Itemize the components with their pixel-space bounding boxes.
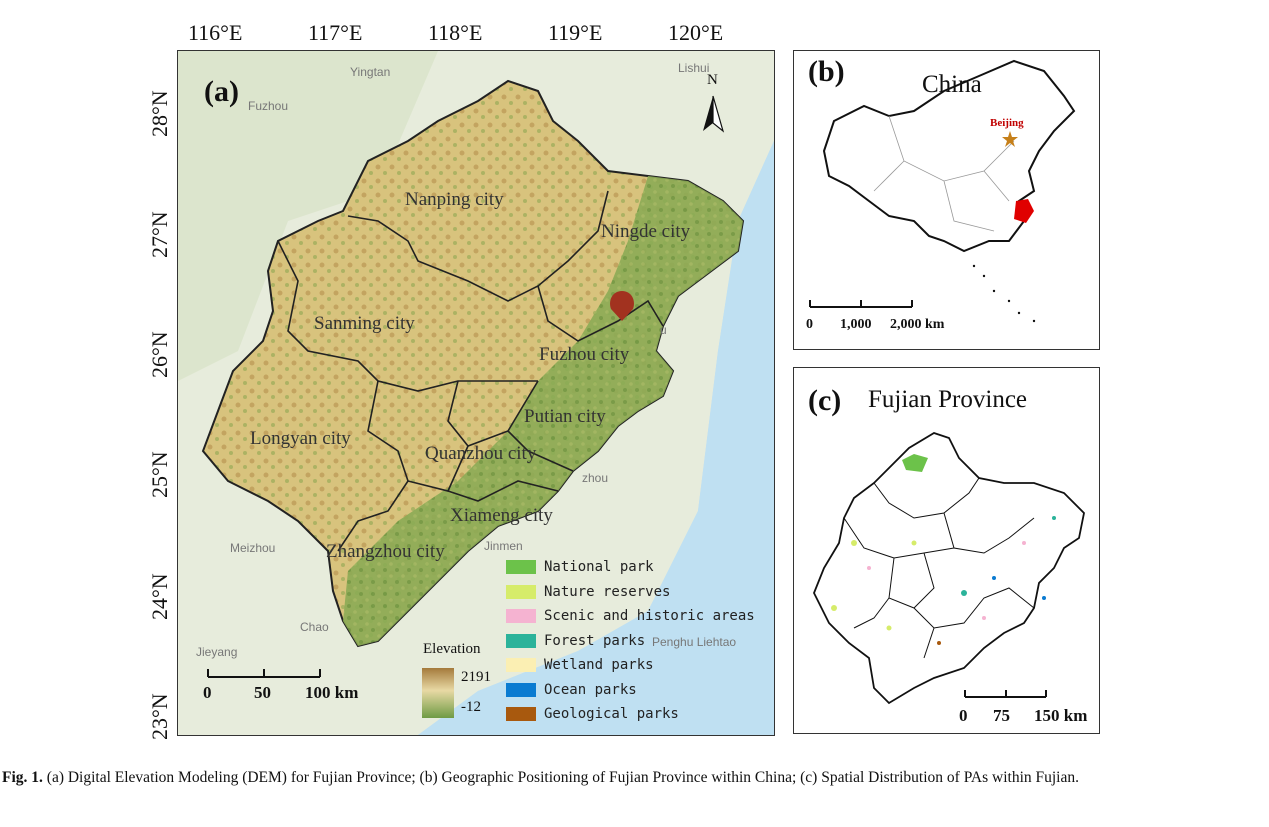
scale-c-150: 150 km	[1034, 706, 1088, 725]
city-label-xiameng: Xiameng city	[450, 505, 553, 526]
city-label-longyan: Longyan city	[250, 428, 351, 449]
scale-a-100: 100 km	[305, 683, 359, 702]
legend-label: National park	[544, 559, 654, 575]
lat-tick-27: 27°N	[147, 211, 172, 258]
legend-item: Wetland parks	[506, 654, 654, 676]
scale-b-1000: 1,000	[840, 317, 872, 332]
city-label-zhangzhou: Zhangzhou city	[326, 541, 445, 562]
place-chao: Chao	[300, 620, 329, 634]
city-label-quanzhou: Quanzhou city	[425, 443, 537, 464]
china-outline	[822, 59, 1076, 253]
panel-a-label: (a)	[204, 75, 239, 108]
legend-label: Forest parks	[544, 632, 646, 649]
city-label-sanming: Sanming city	[314, 313, 415, 334]
fujian-title: Fujian Province	[868, 386, 1028, 413]
legend-label: Wetland parks	[544, 657, 654, 673]
panel-b-label: (b)	[808, 55, 845, 88]
scale-bar-a	[207, 669, 321, 678]
lat-tick-28: 28°N	[147, 90, 172, 137]
legend-swatch	[506, 707, 536, 721]
lat-tick-23: 23°N	[147, 693, 172, 740]
legend-label: Nature reserves	[544, 583, 671, 600]
elevation-min: -12	[461, 699, 481, 715]
legend-swatch	[506, 682, 536, 697]
north-label: N	[707, 72, 718, 88]
place-jinmen: Jinmen	[484, 539, 523, 553]
legend-item: Nature reserves	[506, 581, 670, 603]
scale-b-0: 0	[806, 317, 813, 332]
dem-map	[178, 51, 774, 735]
legend-swatch	[506, 584, 536, 599]
place-fuzhou-tail: u	[660, 323, 667, 337]
legend-item: National park	[506, 556, 654, 578]
scale-bar-c	[964, 690, 1047, 698]
fujian-pa-outline	[813, 432, 1085, 705]
legend-item: Forest parks	[506, 630, 645, 652]
north-arrow-icon	[703, 95, 725, 133]
place-yingtan: Yingtan	[350, 65, 391, 79]
lat-tick-26: 26°N	[147, 331, 172, 378]
city-label-nanping: Nanping city	[405, 189, 504, 210]
legend-item: Geological parks	[506, 703, 679, 725]
fujian-pa-panel: (c) Fujian Province 0 75 150 km	[793, 367, 1100, 734]
caption-text: (a) Digital Elevation Modeling (DEM) for…	[46, 769, 1079, 786]
lon-tick-119: 119°E	[548, 20, 603, 45]
legend-item: Scenic and historic areas	[506, 605, 755, 627]
panel-c-label: (c)	[808, 384, 842, 417]
beijing-label: Beijing	[990, 117, 1024, 129]
place-meizhou: Meizhou	[230, 541, 276, 555]
legend-label: Scenic and historic areas	[544, 608, 755, 624]
china-title: China	[922, 71, 982, 98]
scale-c-75: 75	[993, 706, 1010, 725]
lon-tick-116: 116°E	[188, 20, 243, 45]
lat-tick-24: 24°N	[147, 573, 172, 620]
legend-swatch	[506, 609, 536, 623]
city-label-putian: Putian city	[524, 406, 606, 427]
location-pin-icon	[610, 291, 634, 321]
china-map	[809, 59, 1076, 323]
place-jieyang: Jieyang	[196, 645, 238, 659]
lat-tick-25: 25°N	[147, 451, 172, 498]
scale-bar-b	[809, 300, 913, 308]
legend-swatch	[506, 633, 536, 648]
elevation-colorbar	[422, 668, 454, 718]
legend-label: Ocean parks	[544, 681, 637, 698]
lon-tick-120: 120°E	[668, 20, 724, 45]
national-park-patch	[902, 454, 928, 472]
elevation-max: 2191	[461, 669, 491, 685]
fujian-pa-map	[813, 432, 1085, 705]
beijing-star-icon	[1002, 131, 1018, 147]
legend-swatch	[506, 560, 536, 574]
scale-a-0: 0	[203, 683, 212, 702]
city-label-ningde: Ningde city	[601, 221, 691, 242]
caption-label: Fig. 1.	[2, 769, 43, 786]
place-penghu: Penghu Liehtao	[652, 635, 737, 649]
figure-caption: Fig. 1. (a) Digital Elevation Modeling (…	[2, 767, 1264, 788]
china-panel: (b) China Beijing 0 1,000 2,000 km	[793, 50, 1100, 350]
place-quanzhou-tail: zhou	[582, 471, 609, 485]
lon-tick-118: 118°E	[428, 20, 483, 45]
legend-swatch	[506, 658, 536, 672]
scale-b-2000: 2,000 km	[890, 317, 945, 332]
city-label-fuzhou: Fuzhou city	[539, 344, 630, 365]
legend-item: Ocean parks	[506, 679, 637, 701]
elevation-title: Elevation	[423, 641, 481, 657]
dem-map-panel: (a) N Yingtan Lishui Fuzhou Meizhou Jiey…	[177, 50, 775, 736]
scale-c-0: 0	[959, 706, 968, 725]
scale-a-50: 50	[254, 683, 271, 702]
fujian-highlight	[1014, 199, 1034, 223]
lon-tick-117: 117°E	[308, 20, 363, 45]
place-lishui: Lishui	[678, 61, 710, 75]
place-fuzhou-jx: Fuzhou	[248, 99, 289, 113]
legend-label: Geological parks	[544, 706, 679, 722]
